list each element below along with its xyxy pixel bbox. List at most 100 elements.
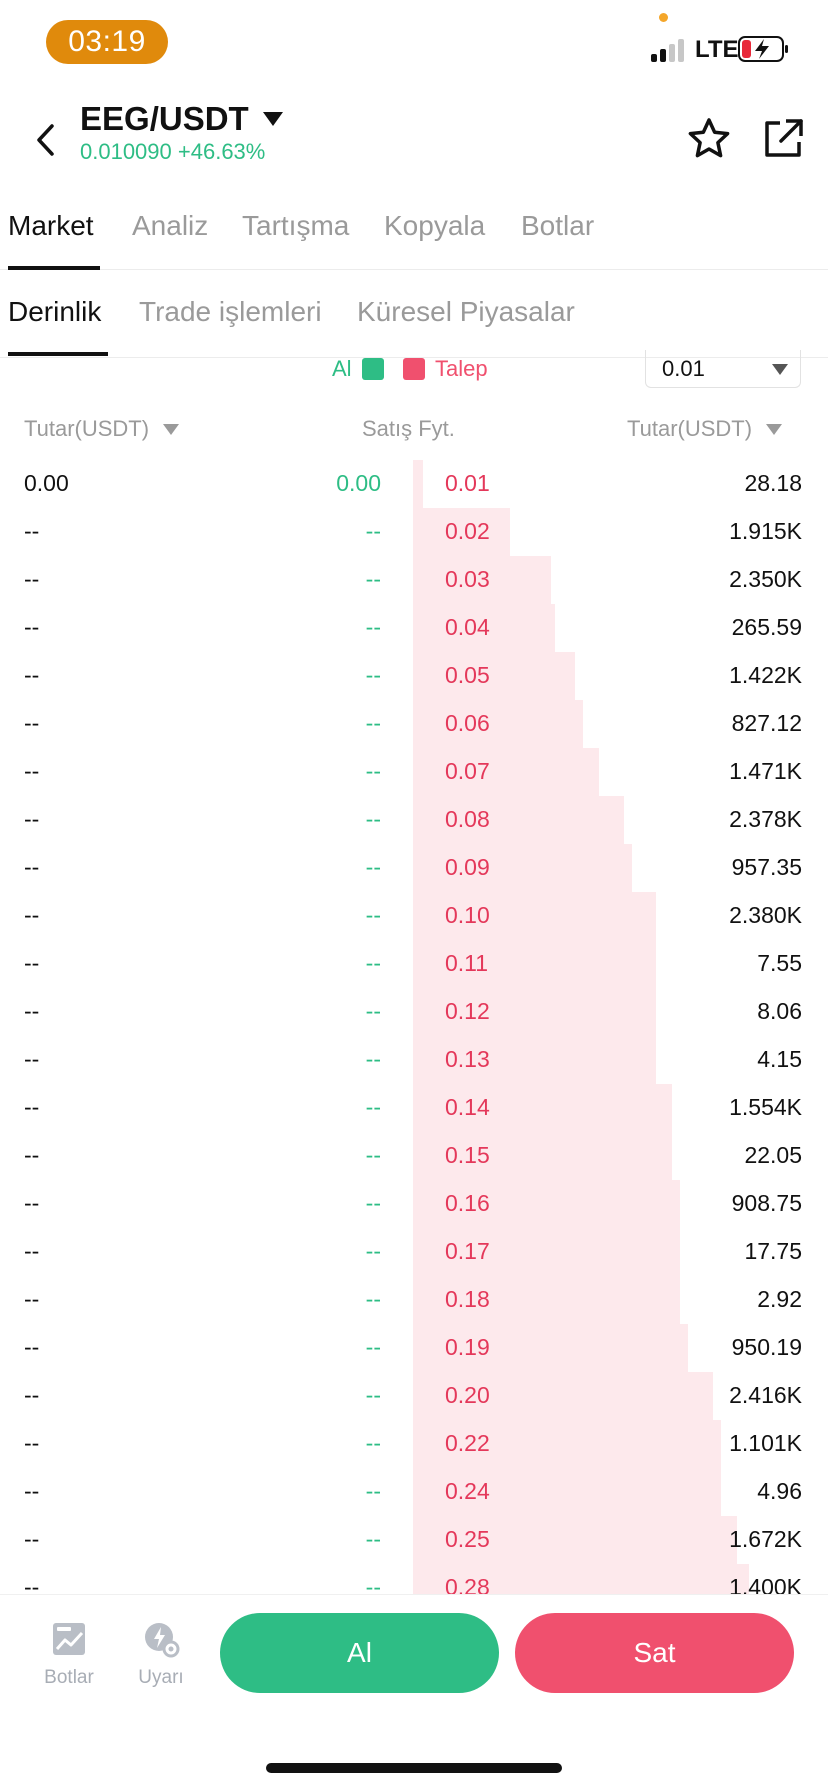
bots-chart-icon: [53, 1623, 85, 1655]
pair-price-change: 0.010090 +46.63%: [80, 139, 265, 165]
back-arrow-icon[interactable]: [26, 118, 66, 162]
col-head-bid-total[interactable]: Tutar(USDT): [24, 416, 180, 442]
ask-depth-bar: [413, 1372, 713, 1420]
order-book-row[interactable]: -- -- 0.03 2.350K: [0, 556, 828, 604]
chevron-down-icon: [766, 423, 783, 435]
col-head-ask-total[interactable]: Tutar(USDT): [627, 416, 783, 442]
order-book-row[interactable]: -- -- 0.22 1.101K: [0, 1420, 828, 1468]
order-book-row[interactable]: -- -- 0.06 827.12: [0, 700, 828, 748]
ask-total-cell: 2.378K: [729, 806, 802, 832]
precision-value: 0.01: [662, 355, 705, 381]
subtab-kuresel-piyasalar[interactable]: Küresel Piyasalar: [357, 296, 575, 327]
pair-selector[interactable]: EEG/USDT: [80, 100, 283, 138]
ask-depth-bar: [413, 796, 624, 844]
ask-depth-bar: [413, 652, 575, 700]
order-book-row[interactable]: -- -- 0.08 2.378K: [0, 796, 828, 844]
order-book-row[interactable]: -- -- 0.14 1.554K: [0, 1084, 828, 1132]
ask-total-cell: 4.15: [757, 1046, 802, 1072]
tab-analiz[interactable]: Analiz: [132, 210, 209, 241]
precision-dropdown[interactable]: 0.01: [645, 350, 801, 388]
order-book-row[interactable]: -- -- 0.12 8.06: [0, 988, 828, 1036]
ask-depth-bar: [413, 1564, 749, 1594]
bid-price-cell: --: [365, 1238, 381, 1264]
ask-depth-bar: [413, 508, 510, 556]
ask-price-cell: 0.10: [445, 902, 490, 928]
bottom-bar: Botlar Uyarı Al Sat: [0, 1594, 828, 1792]
ask-price-cell: 0.25: [445, 1526, 490, 1552]
ask-total-cell: 1.422K: [729, 662, 802, 688]
ask-price-cell: 0.13: [445, 1046, 490, 1072]
ask-price-cell: 0.20: [445, 1382, 490, 1408]
bid-total-cell: 0.00: [24, 470, 69, 496]
ask-total-cell: 8.06: [757, 998, 802, 1024]
bid-total-cell: --: [24, 1430, 40, 1456]
ask-depth-bar: [413, 460, 423, 508]
bid-price-cell: --: [365, 566, 381, 592]
ask-total-cell: 1.471K: [729, 758, 802, 784]
order-book-row[interactable]: -- -- 0.07 1.471K: [0, 748, 828, 796]
order-book-row[interactable]: -- -- 0.11 7.55: [0, 940, 828, 988]
order-book-row[interactable]: -- -- 0.19 950.19: [0, 1324, 828, 1372]
sell-button[interactable]: Sat: [515, 1613, 794, 1693]
order-book-row[interactable]: -- -- 0.04 265.59: [0, 604, 828, 652]
order-book-row[interactable]: -- -- 0.20 2.416K: [0, 1372, 828, 1420]
privacy-indicator-dot: [659, 13, 668, 22]
bid-total-cell: --: [24, 566, 40, 592]
ask-depth-bar: [413, 1324, 688, 1372]
active-subtab-indicator: [8, 352, 108, 356]
order-book-row[interactable]: -- -- 0.17 17.75: [0, 1228, 828, 1276]
order-book-row[interactable]: -- -- 0.28 1.400K: [0, 1564, 828, 1594]
order-book-row[interactable]: -- -- 0.05 1.422K: [0, 652, 828, 700]
tab-market[interactable]: Market: [8, 210, 94, 241]
ask-total-cell: 1.400K: [729, 1574, 802, 1594]
ask-price-cell: 0.14: [445, 1094, 490, 1120]
bots-label: Botlar: [44, 1667, 94, 1688]
bid-price-cell: --: [365, 710, 381, 736]
ask-total-cell: 950.19: [731, 1334, 802, 1360]
order-book-row[interactable]: -- -- 0.18 2.92: [0, 1276, 828, 1324]
order-book-row[interactable]: 0.00 0.00 0.01 28.18: [0, 460, 828, 508]
order-book-row[interactable]: -- -- 0.24 4.96: [0, 1468, 828, 1516]
ask-total-cell: 1.101K: [729, 1430, 802, 1456]
star-icon[interactable]: [686, 116, 732, 162]
order-book-row[interactable]: -- -- 0.10 2.380K: [0, 892, 828, 940]
tab-botlar[interactable]: Botlar: [521, 210, 595, 241]
tab-tartisma[interactable]: Tartışma: [242, 210, 350, 241]
ask-depth-bar: [413, 700, 583, 748]
chevron-down-icon: [163, 423, 180, 435]
chevron-down-icon: [262, 112, 283, 126]
buy-button[interactable]: Al: [220, 1613, 499, 1693]
bid-price-cell: --: [365, 950, 381, 976]
order-book-row[interactable]: -- -- 0.02 1.915K: [0, 508, 828, 556]
col-head-price: Satış Fyt.: [362, 416, 455, 442]
ask-depth-bar: [413, 1468, 721, 1516]
order-book-row[interactable]: -- -- 0.09 957.35: [0, 844, 828, 892]
col-head-price-label: Satış Fyt.: [362, 416, 455, 441]
tab-kopyala[interactable]: Kopyala: [384, 210, 486, 241]
col-head-ask-total-label: Tutar(USDT): [627, 416, 753, 441]
ask-depth-bar: [413, 988, 656, 1036]
ask-depth-bar: [413, 556, 551, 604]
subtab-trade-islemleri[interactable]: Trade işlemleri: [139, 296, 322, 327]
pair-title: EEG/USDT: [80, 100, 249, 137]
bid-total-cell: --: [24, 614, 40, 640]
ask-depth-bar: [413, 1276, 680, 1324]
battery-icon: [738, 36, 788, 62]
order-book-row[interactable]: -- -- 0.15 22.05: [0, 1132, 828, 1180]
ask-price-cell: 0.16: [445, 1190, 490, 1216]
bid-price-cell: --: [365, 662, 381, 688]
order-book-row[interactable]: -- -- 0.16 908.75: [0, 1180, 828, 1228]
alert-button[interactable]: Uyarı: [126, 1619, 196, 1689]
home-indicator: [266, 1763, 562, 1773]
last-price: 0.010090: [80, 139, 172, 164]
order-book-row[interactable]: -- -- 0.25 1.672K: [0, 1516, 828, 1564]
order-book: 0.00 0.00 0.01 28.18 -- -- 0.02 1.915K -- -- 0.03 2…: [0, 460, 828, 1594]
share-icon[interactable]: [760, 116, 806, 162]
ask-price-cell: 0.03: [445, 566, 490, 592]
order-book-row[interactable]: -- -- 0.13 4.15: [0, 1036, 828, 1084]
subtab-derinlik[interactable]: Derinlik: [8, 296, 102, 327]
ask-price-cell: 0.01: [445, 470, 490, 496]
bots-button[interactable]: Botlar: [34, 1619, 104, 1689]
bid-total-cell: --: [24, 1478, 40, 1504]
bid-total-cell: --: [24, 1574, 40, 1594]
